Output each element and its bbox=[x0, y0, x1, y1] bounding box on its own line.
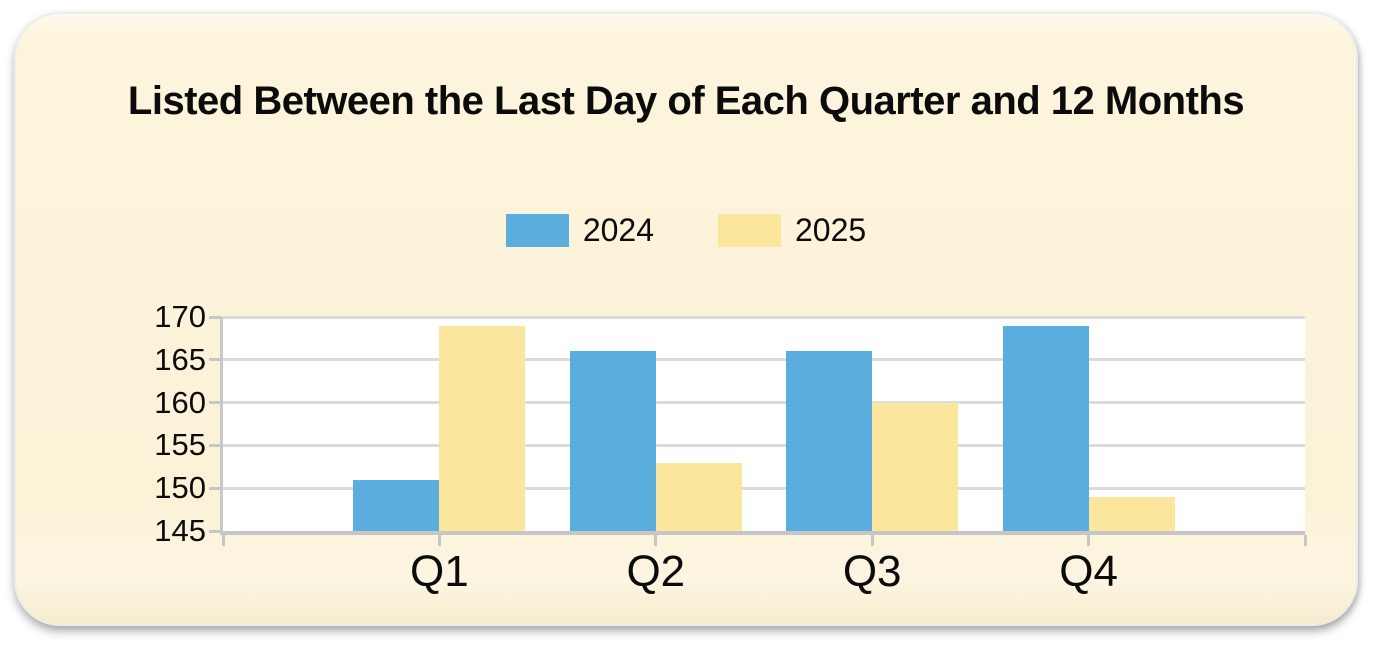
gridline-165 bbox=[223, 358, 1305, 362]
y-tick-150 bbox=[209, 486, 222, 490]
chart-title: Listed Between the Last Day of Each Quar… bbox=[127, 79, 1245, 123]
legend-label-2024: 2024 bbox=[582, 212, 654, 248]
gridline-150 bbox=[223, 486, 1305, 490]
x-axis-label-Q2: Q2 bbox=[626, 547, 686, 596]
y-tick-170 bbox=[209, 315, 222, 319]
bar-2024-Q1 bbox=[353, 479, 440, 531]
legend-swatch-2025 bbox=[718, 214, 781, 247]
y-axis-label-160: 160 bbox=[154, 384, 206, 420]
bar-2024-Q3 bbox=[786, 351, 873, 531]
plot-area: 145 150 155 160 165 170 Q1 Q2 Q3 Q4 bbox=[154, 301, 1307, 596]
gridline-170 bbox=[223, 315, 1305, 319]
x-tick-3 bbox=[870, 535, 874, 546]
legend-label-2025: 2025 bbox=[795, 212, 867, 248]
legend-item-2025: 2025 bbox=[718, 212, 866, 249]
x-tick-4 bbox=[1087, 535, 1091, 546]
gridline-155 bbox=[223, 443, 1305, 447]
y-axis-label-155: 155 bbox=[154, 427, 206, 463]
legend-swatch-2024 bbox=[505, 214, 569, 247]
y-axis-label-170: 170 bbox=[154, 299, 206, 334]
bar-2025-Q1 bbox=[439, 325, 526, 531]
x-tick-0 bbox=[221, 535, 225, 546]
x-tick-2 bbox=[654, 535, 658, 546]
bar-2025-Q4 bbox=[1088, 496, 1175, 531]
x-tick-5 bbox=[1303, 535, 1307, 546]
y-tick-160 bbox=[209, 401, 222, 405]
x-axis-label-Q3: Q3 bbox=[842, 547, 902, 596]
chart-panel: Listed Between the Last Day of Each Quar… bbox=[14, 12, 1358, 626]
y-axis-label-145: 145 bbox=[154, 513, 206, 548]
y-tick-165 bbox=[209, 358, 222, 362]
y-axis-label-165: 165 bbox=[154, 341, 206, 377]
bar-2024-Q4 bbox=[1002, 325, 1089, 531]
x-axis-label-Q1: Q1 bbox=[410, 547, 469, 596]
bar-2025-Q3 bbox=[872, 402, 959, 531]
x-tick-1 bbox=[437, 535, 441, 546]
chart-legend: 2024 2025 bbox=[16, 212, 1356, 249]
bar-2024-Q2 bbox=[569, 351, 656, 531]
gridline-160 bbox=[223, 401, 1305, 405]
x-axis-label-Q4: Q4 bbox=[1059, 547, 1118, 596]
y-tick-145 bbox=[209, 529, 222, 533]
y-tick-155 bbox=[209, 443, 222, 447]
y-axis-label-150: 150 bbox=[154, 470, 206, 506]
legend-item-2024: 2024 bbox=[505, 212, 654, 249]
bar-2025-Q2 bbox=[655, 462, 742, 531]
